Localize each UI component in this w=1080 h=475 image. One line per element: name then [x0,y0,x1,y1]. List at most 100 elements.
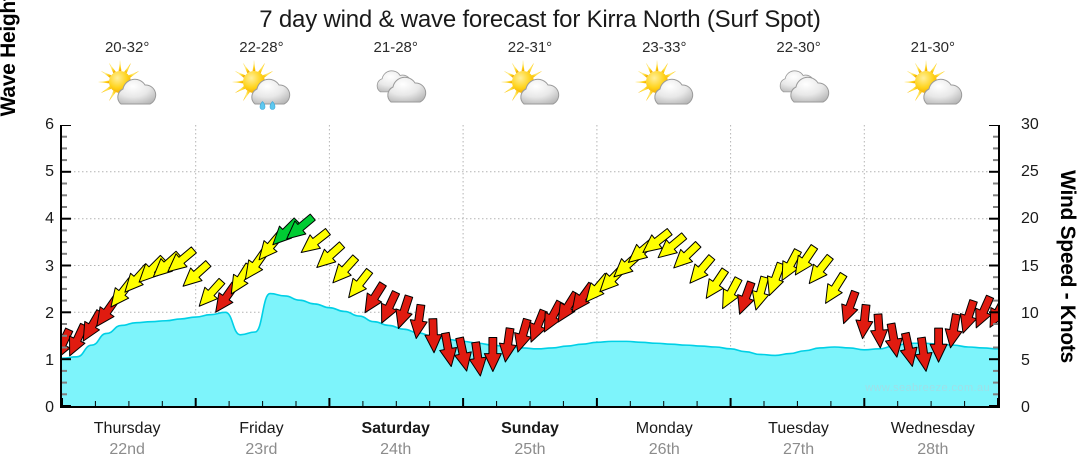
wind-arrow [286,213,316,240]
day-date: 23rd [245,441,278,458]
right-tick-5: 5 [1021,351,1030,369]
right-tick-30: 30 [1021,116,1039,133]
temperature-range: 22-31° [507,39,553,56]
sun-cloud-icon [866,60,1000,120]
left-tick-4: 4 [45,210,54,228]
day-name: Wednesday [890,420,975,437]
cloud-icon [731,60,865,120]
wind-arrow [855,303,874,340]
page-title: 7 day wind & wave forecast for Kirra Nor… [259,6,821,33]
wind-arrow [642,228,673,254]
wind-arrow [498,327,517,363]
temperature-range: 23-33° [642,39,687,56]
day-date: 28th [917,441,949,458]
left-tick-2: 2 [45,304,54,322]
day-forecast-wednesday: 21-30° [866,38,1000,124]
wind-arrow [483,336,502,372]
day-name: Monday [635,420,693,437]
right-tick-15: 15 [1021,257,1039,275]
right-tick-25: 25 [1021,163,1039,181]
chart-canvas [62,125,998,406]
plot-area: www.seabreeze.com.au [60,125,1000,408]
day-forecast-tuesday: 22-30° [731,38,865,124]
sun-cloud-icon [463,60,597,120]
right-axis-title: Wind Speed - Knots [1056,170,1079,363]
sun-cloud-icon [60,60,194,120]
left-tick-5: 5 [45,163,54,181]
right-tick-10: 10 [1021,304,1039,322]
sun-cloud-rain-icon [194,60,328,120]
wind-arrow [657,232,688,259]
day-forecast-thursday: 20-32° [60,38,194,124]
day-label-friday: Friday 23rd [194,418,328,468]
wind-arrow [737,280,756,315]
sun-cloud-icon [597,60,731,120]
day-label-tuesday: Tuesday 27th [731,418,865,468]
day-forecast-monday: 23-33° [597,38,731,124]
day-label-sunday: Sunday 25th [463,418,597,468]
wind-arrow [439,331,458,368]
right-tick-20: 20 [1021,210,1039,228]
left-axis-title: Wave Height - Metres [0,0,20,117]
temperature-range: 21-28° [373,39,418,56]
right-tick-0: 0 [1021,399,1030,416]
left-tick-0: 0 [45,399,54,416]
wind-arrow [409,303,428,340]
left-tick-3: 3 [45,257,54,275]
day-date: 27th [782,441,815,458]
wind-arrow [332,254,360,284]
day-name: Friday [239,420,284,437]
temperature-range: 21-30° [910,39,956,56]
wind-arrow [395,294,414,329]
day-name: Saturday [361,420,430,437]
wind-arrow [794,244,819,276]
wind-arrow [751,275,770,311]
day-date: 22nd [109,441,145,458]
temperature-range: 20-32° [104,39,150,56]
wind-arrow [841,289,860,325]
wind-arrow [899,331,918,367]
wind-arrow [766,261,786,297]
wind-arrow [944,313,963,349]
wind-arrow [705,267,729,299]
wind-arrow [364,281,387,314]
wind-arrow [808,253,834,285]
wind-arrow [424,318,443,354]
wave-height-line [62,292,998,360]
wind-arrow [316,241,346,269]
wind-arrow [914,336,933,372]
wave-height-area [62,293,998,406]
day-footer-strip: Thursday 22nd Friday 23rd Saturday 24th Sunday… [60,418,1000,468]
wind-arrow [989,294,998,328]
day-date: 24th [380,441,412,458]
wind-arrow [825,271,848,304]
wind-arrow [689,254,716,284]
day-header-strip: 20-32° 22-28° 21-28° 22-31° 23-33° 22-30° 21-3… [60,38,1000,124]
cloud-icon [329,60,463,120]
wind-arrow [454,336,472,372]
wind-arrow [348,267,374,299]
wind-arrow [300,228,331,254]
wind-arrow [884,322,903,358]
left-tick-1: 1 [45,351,54,369]
wind-arrow [514,317,532,353]
wind-arrow [929,327,948,363]
wind-arrow [198,277,226,307]
day-name: Sunday [501,420,559,437]
day-name: Thursday [93,420,161,437]
day-forecast-sunday: 22-31° [463,38,597,124]
wind-arrow [167,246,197,273]
day-forecast-saturday: 21-28° [329,38,463,124]
wind-arrow [673,241,702,269]
day-forecast-friday: 22-28° [194,38,328,124]
day-date: 26th [648,441,680,458]
wind-arrow [870,313,889,349]
day-date: 25th [514,441,546,458]
wind-arrow [182,260,212,287]
left-tick-6: 6 [45,116,54,133]
temperature-range: 22-28° [239,39,284,56]
axis-ticks [62,125,998,406]
day-label-saturday: Saturday 24th [329,418,463,468]
day-label-thursday: Thursday 22nd [60,418,194,468]
